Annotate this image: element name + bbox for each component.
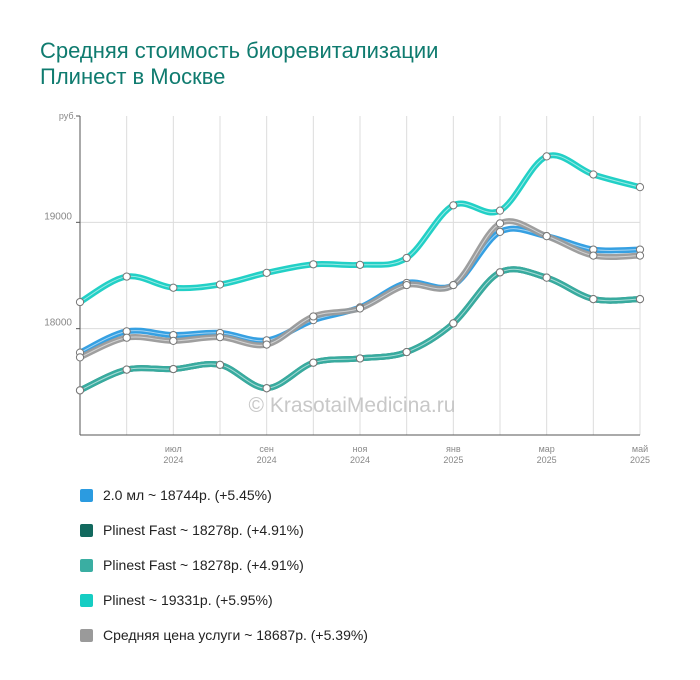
grid-lines: [80, 116, 641, 435]
data-point: [355, 304, 365, 313]
legend-item[interactable]: Средняя цена услуги ~ 18687р. (+5.39%): [80, 624, 368, 646]
x-tick-label: июл 2024: [163, 444, 183, 465]
data-point: [309, 312, 318, 321]
chart-legend: 2.0 мл ~ 18744р. (+5.45%) Plinest Fast ~ …: [80, 484, 368, 659]
chart-title-line-1: Средняя стоимость биоревитализации: [40, 38, 439, 63]
legend-swatch: [80, 488, 93, 502]
legend-swatch: [80, 523, 93, 537]
data-point: [215, 333, 225, 342]
x-tick-label: май 2025: [630, 444, 650, 465]
data-point: [542, 152, 551, 161]
y-tick-label: 19000: [44, 211, 72, 222]
data-points: [75, 152, 645, 395]
legend-item[interactable]: 2.0 мл ~ 18744р. (+5.45%): [80, 484, 368, 506]
watermark: © KrasotaiMedicina.ru: [249, 394, 456, 417]
line-chart: © KrasotaiMedicina.ru июл 2024 сен 2024 ноя 2…: [44, 111, 650, 465]
data-point: [122, 333, 131, 342]
data-point: [262, 384, 271, 393]
data-point: [449, 319, 458, 328]
data-point: [635, 295, 645, 304]
legend-item[interactable]: Plinest Fast ~ 18278р. (+4.91%): [80, 554, 368, 576]
chart-title: Средняя стоимость биоревитализации Плине…: [40, 38, 438, 90]
data-point: [589, 295, 598, 304]
legend-label: Plinest Fast ~ 18278р. (+4.91%): [103, 522, 304, 538]
data-point: [355, 260, 365, 269]
data-point: [169, 336, 178, 345]
data-point: [589, 251, 598, 260]
chart-title-line-2: Плинест в Москве: [40, 64, 226, 89]
data-point: [449, 280, 458, 290]
y-tick-label: 18000: [44, 318, 72, 329]
data-point: [75, 386, 85, 395]
data-point: [402, 347, 411, 357]
legend-swatch: [80, 628, 93, 642]
data-point: [589, 170, 598, 179]
data-point: [495, 219, 505, 228]
legend-item[interactable]: Plinest Fast ~ 18278р. (+4.91%): [80, 519, 368, 541]
x-tick-label: сен 2024: [257, 444, 277, 465]
data-point: [122, 272, 131, 281]
legend-label: Plinest Fast ~ 18278р. (+4.91%): [103, 557, 304, 573]
data-point: [75, 353, 85, 362]
data-point: [122, 365, 131, 374]
legend-label: Plinest ~ 19331р. (+5.95%): [103, 592, 273, 608]
x-tick-label: янв 2025: [443, 444, 463, 465]
data-point: [169, 283, 178, 292]
data-point: [215, 280, 225, 289]
data-point: [495, 227, 505, 237]
data-point: [402, 253, 411, 263]
data-point: [542, 273, 551, 282]
y-tick-labels: руб. 18000 19000: [44, 111, 76, 329]
data-point: [309, 358, 318, 367]
legend-label: 2.0 мл ~ 18744р. (+5.45%): [103, 487, 272, 503]
data-point: [495, 268, 505, 277]
data-point: [75, 297, 85, 307]
data-point: [635, 251, 645, 260]
data-point: [355, 354, 365, 363]
y-axis-unit-label: руб.: [59, 111, 76, 121]
legend-swatch: [80, 558, 93, 572]
data-point: [262, 340, 271, 349]
data-point: [495, 206, 505, 215]
data-point: [449, 201, 458, 210]
data-point: [542, 232, 551, 241]
legend-swatch: [80, 593, 93, 607]
data-point: [635, 183, 645, 192]
axes: [76, 115, 640, 436]
x-tick-label: ноя 2024: [350, 444, 370, 465]
x-tick-label: мар 2025: [537, 444, 557, 465]
legend-label: Средняя цена услуги ~ 18687р. (+5.39%): [103, 627, 368, 643]
data-point: [402, 280, 411, 290]
data-point: [262, 268, 271, 277]
data-point: [169, 364, 178, 374]
data-point: [309, 260, 318, 269]
x-tick-labels: июл 2024 сен 2024 ноя 2024 янв 2025 мар 2025 май 20…: [163, 444, 650, 465]
data-point: [215, 360, 225, 369]
legend-item[interactable]: Plinest ~ 19331р. (+5.95%): [80, 589, 368, 611]
